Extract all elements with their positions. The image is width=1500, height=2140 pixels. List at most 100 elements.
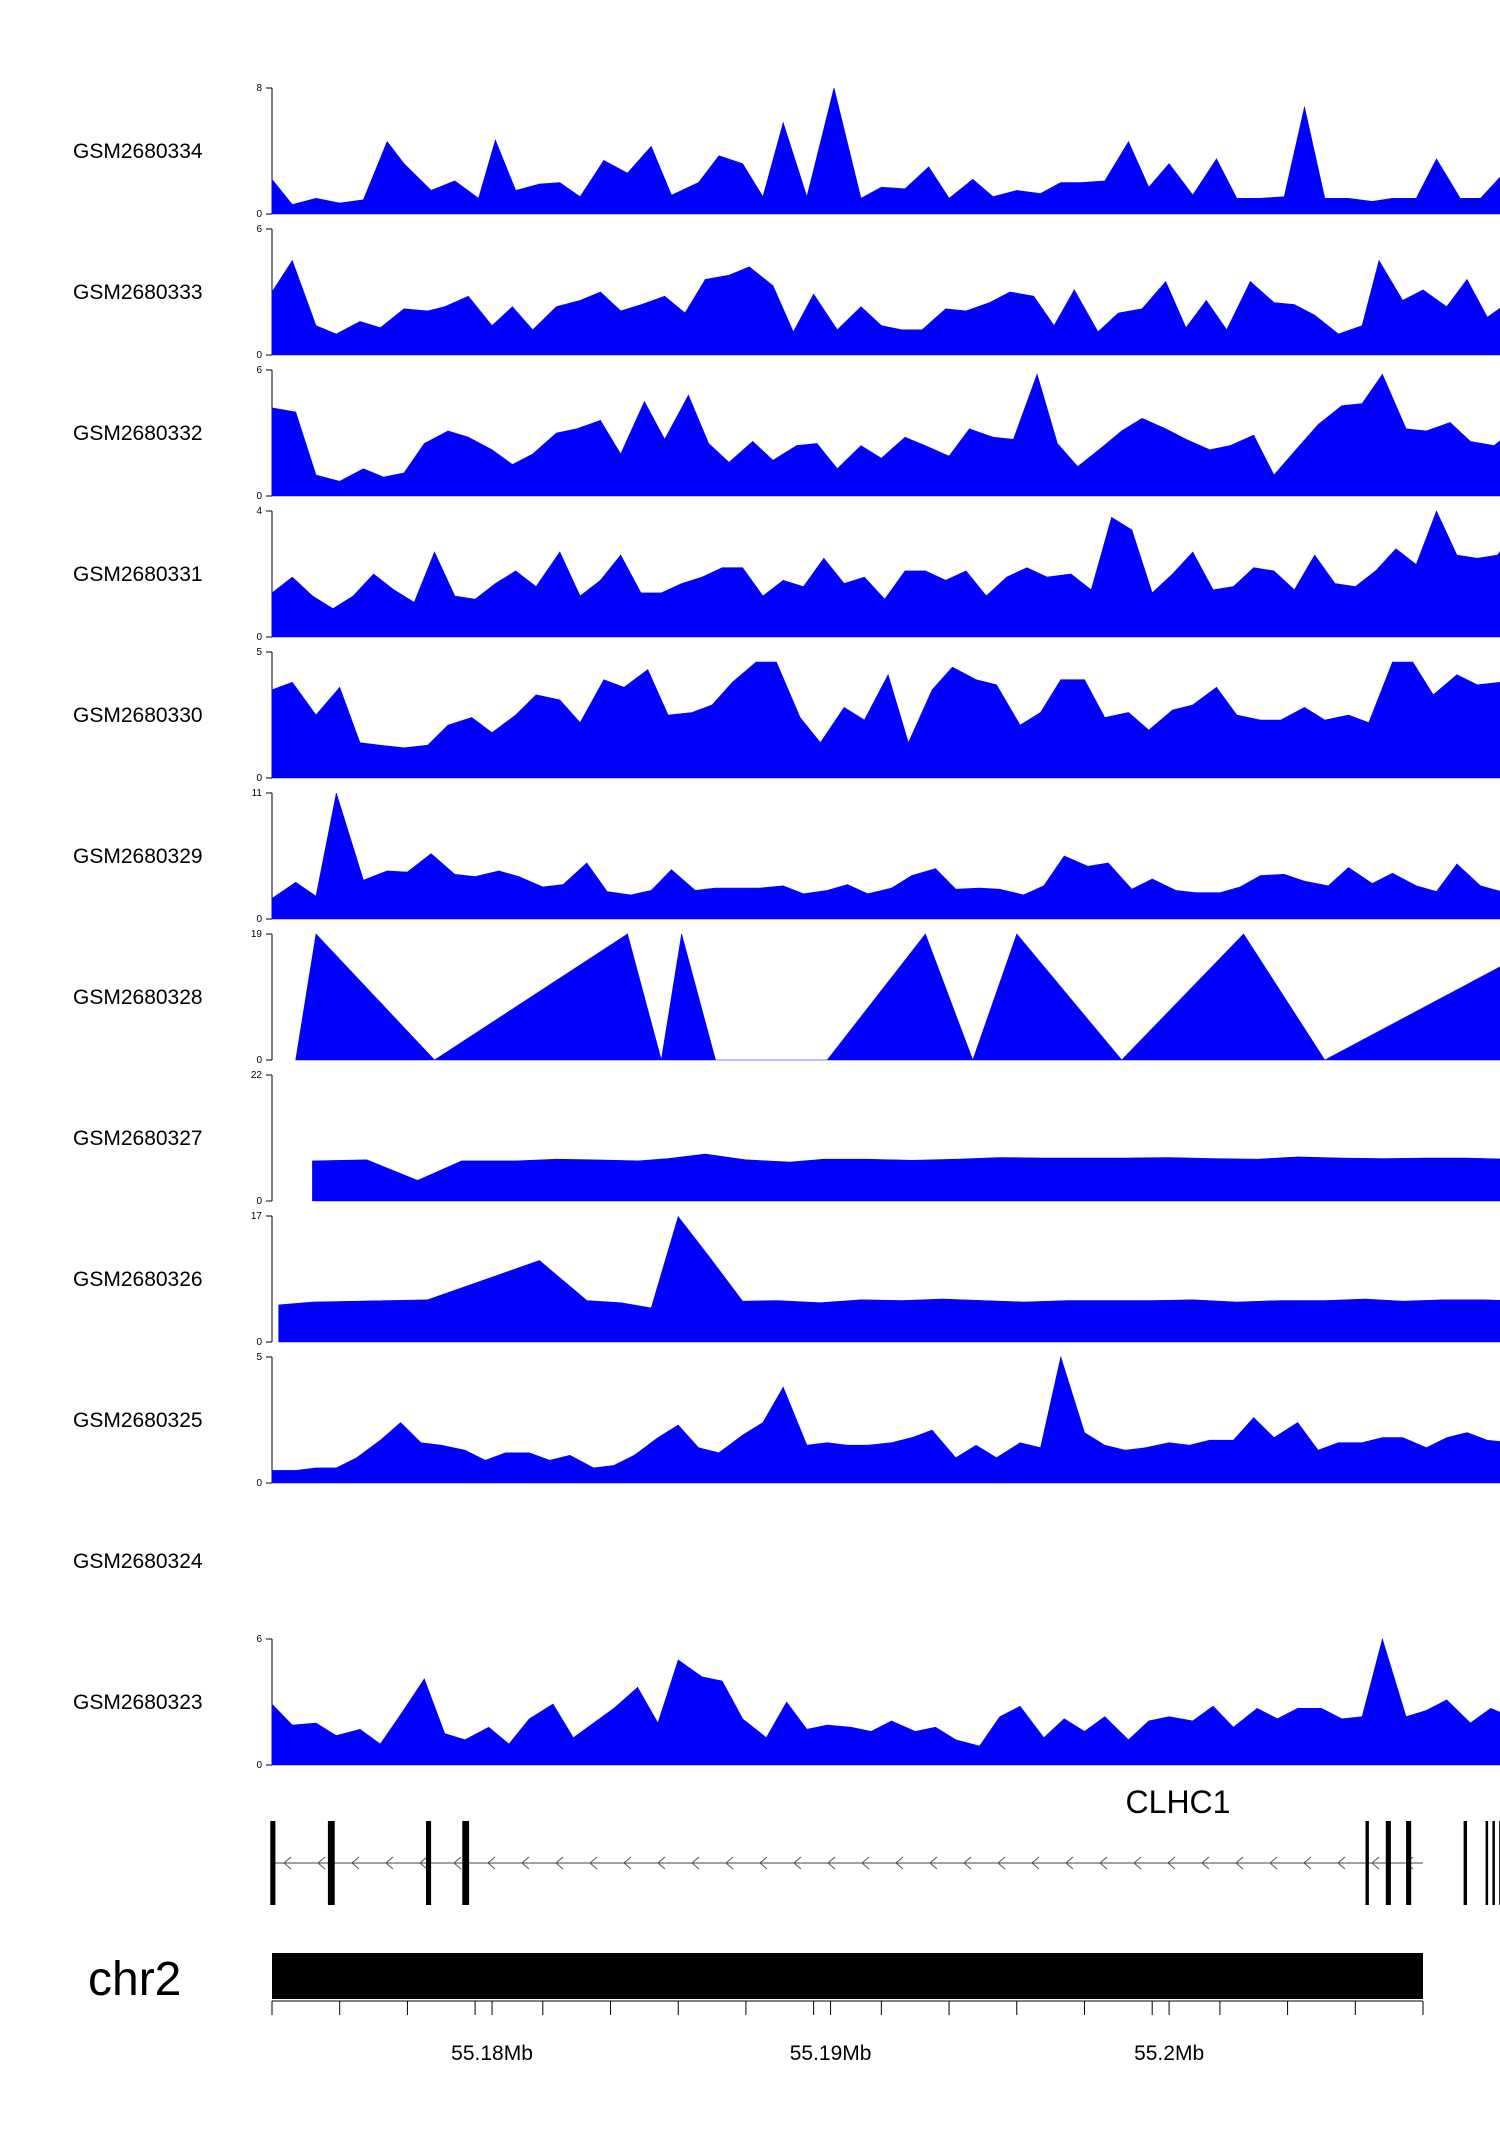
strand-arrow [1371, 1856, 1380, 1870]
strand-arrow [351, 1856, 360, 1870]
strand-arrow [827, 1856, 836, 1870]
chromosome-ideogram [272, 1953, 1423, 1999]
track-label: GSM2680332 [73, 422, 203, 445]
y-tick-label: 0 [256, 914, 262, 925]
y-tick-label: 6 [256, 365, 262, 376]
strand-arrow [317, 1856, 326, 1870]
y-tick-label: 4 [256, 506, 262, 517]
exon [1492, 1821, 1495, 1905]
track-GSM2680326: GSM2680326 17 0 [73, 1211, 1500, 1348]
gene-track: CLHC1 [270, 1784, 1500, 1905]
data-tracks: GSM268033480GSM268033360GSM268033260GSM2… [73, 83, 1500, 1771]
y-tick-label: 0 [256, 1055, 262, 1066]
strand-arrow [759, 1856, 768, 1870]
strand-arrow [1031, 1856, 1040, 1870]
signal-area [271, 259, 1500, 356]
strand-arrow [521, 1856, 530, 1870]
y-tick-label: 8 [256, 83, 262, 94]
y-tick-label: 11 [252, 788, 263, 799]
strand-arrow [555, 1856, 564, 1870]
track-label: GSM2680324 [73, 1550, 203, 1573]
strand-arrow [861, 1856, 870, 1870]
y-tick-label: 0 [256, 1760, 262, 1771]
track-label: GSM2680334 [73, 140, 203, 163]
track-GSM2680323: GSM2680323 6 0 [73, 1634, 1500, 1771]
y-tick-label: 6 [256, 224, 262, 235]
strand-arrow [1133, 1856, 1142, 1870]
exon [1406, 1821, 1412, 1905]
strand-arrow [1099, 1856, 1108, 1870]
y-tick-label: 0 [256, 209, 262, 220]
y-tick-label: 19 [251, 929, 263, 940]
strand-arrow [691, 1856, 700, 1870]
signal-area [271, 510, 1500, 638]
signal-area [271, 792, 1500, 920]
signal-area [271, 661, 1500, 779]
strand-arrow [725, 1856, 734, 1870]
track-label: GSM2680328 [73, 986, 203, 1009]
track-GSM2680324: GSM2680324 [73, 1550, 203, 1573]
strand-arrow [929, 1856, 938, 1870]
y-tick-label: 0 [256, 1337, 262, 1348]
track-GSM2680325: GSM2680325 5 0 [73, 1352, 1500, 1489]
exon [327, 1821, 335, 1905]
signal-area [271, 1637, 1500, 1766]
track-label: GSM2680330 [73, 704, 203, 727]
track-label: GSM2680325 [73, 1409, 203, 1432]
signal-area [271, 373, 1500, 497]
strand-arrow [283, 1856, 292, 1870]
track-label: GSM2680327 [73, 1127, 203, 1150]
track-GSM2680329: GSM2680329 11 0 [73, 788, 1500, 925]
strand-arrow [419, 1856, 428, 1870]
x-tick-label: 55.19Mb [790, 2042, 872, 2065]
track-GSM2680330: GSM2680330 5 0 [73, 647, 1500, 784]
x-tick-label: 55.2Mb [1134, 2042, 1204, 2065]
strand-arrow [1201, 1856, 1210, 1870]
exon [1463, 1821, 1467, 1905]
strand-arrow [385, 1856, 394, 1870]
chromosome-label: chr2 [88, 1953, 181, 2006]
strand-arrow [487, 1856, 496, 1870]
strand-arrow [1303, 1856, 1312, 1870]
y-tick-label: 17 [251, 1211, 263, 1222]
y-tick-label: 0 [256, 1478, 262, 1489]
track-label: GSM2680323 [73, 1691, 203, 1714]
strand-arrow [1167, 1856, 1176, 1870]
track-GSM2680333: GSM2680333 6 0 [73, 224, 1500, 361]
strand-arrow [589, 1856, 598, 1870]
strand-arrow [1337, 1856, 1346, 1870]
y-tick-label: 0 [256, 1196, 262, 1207]
y-tick-label: 0 [256, 773, 262, 784]
track-label: GSM2680326 [73, 1268, 203, 1291]
track-GSM2680328: GSM2680328 19 0 [73, 929, 1500, 1066]
exon [426, 1821, 432, 1905]
signal-area [312, 1153, 1500, 1202]
track-GSM2680331: GSM2680331 4 0 [73, 506, 1500, 643]
y-tick-label: 5 [256, 647, 262, 658]
track-GSM2680327: GSM2680327 22 0 [73, 1070, 1500, 1207]
exon [462, 1821, 470, 1905]
exon [270, 1821, 276, 1905]
strand-arrow [1065, 1856, 1074, 1870]
strand-arrow [657, 1856, 666, 1870]
strand-arrow [1269, 1856, 1278, 1870]
exon [1365, 1821, 1369, 1905]
strand-arrow [895, 1856, 904, 1870]
track-GSM2680332: GSM2680332 6 0 [73, 365, 1500, 502]
strand-arrow [623, 1856, 632, 1870]
strand-arrow [963, 1856, 972, 1870]
genome-axis: chr2 55.18Mb 55.19Mb 55.2Mb [88, 1953, 1424, 2065]
y-tick-label: 0 [256, 350, 262, 361]
x-tick-label: 55.18Mb [451, 2042, 533, 2065]
track-label: GSM2680329 [73, 845, 203, 868]
y-tick-label: 5 [256, 1352, 262, 1363]
y-tick-label: 6 [256, 1634, 262, 1645]
y-tick-label: 0 [256, 632, 262, 643]
gene-name: CLHC1 [1126, 1784, 1231, 1820]
exon [1385, 1821, 1391, 1905]
y-tick-label: 0 [256, 491, 262, 502]
exon [1485, 1821, 1489, 1905]
track-GSM2680334: GSM2680334 8 0 [73, 83, 1500, 220]
y-tick-label: 22 [251, 1070, 263, 1081]
